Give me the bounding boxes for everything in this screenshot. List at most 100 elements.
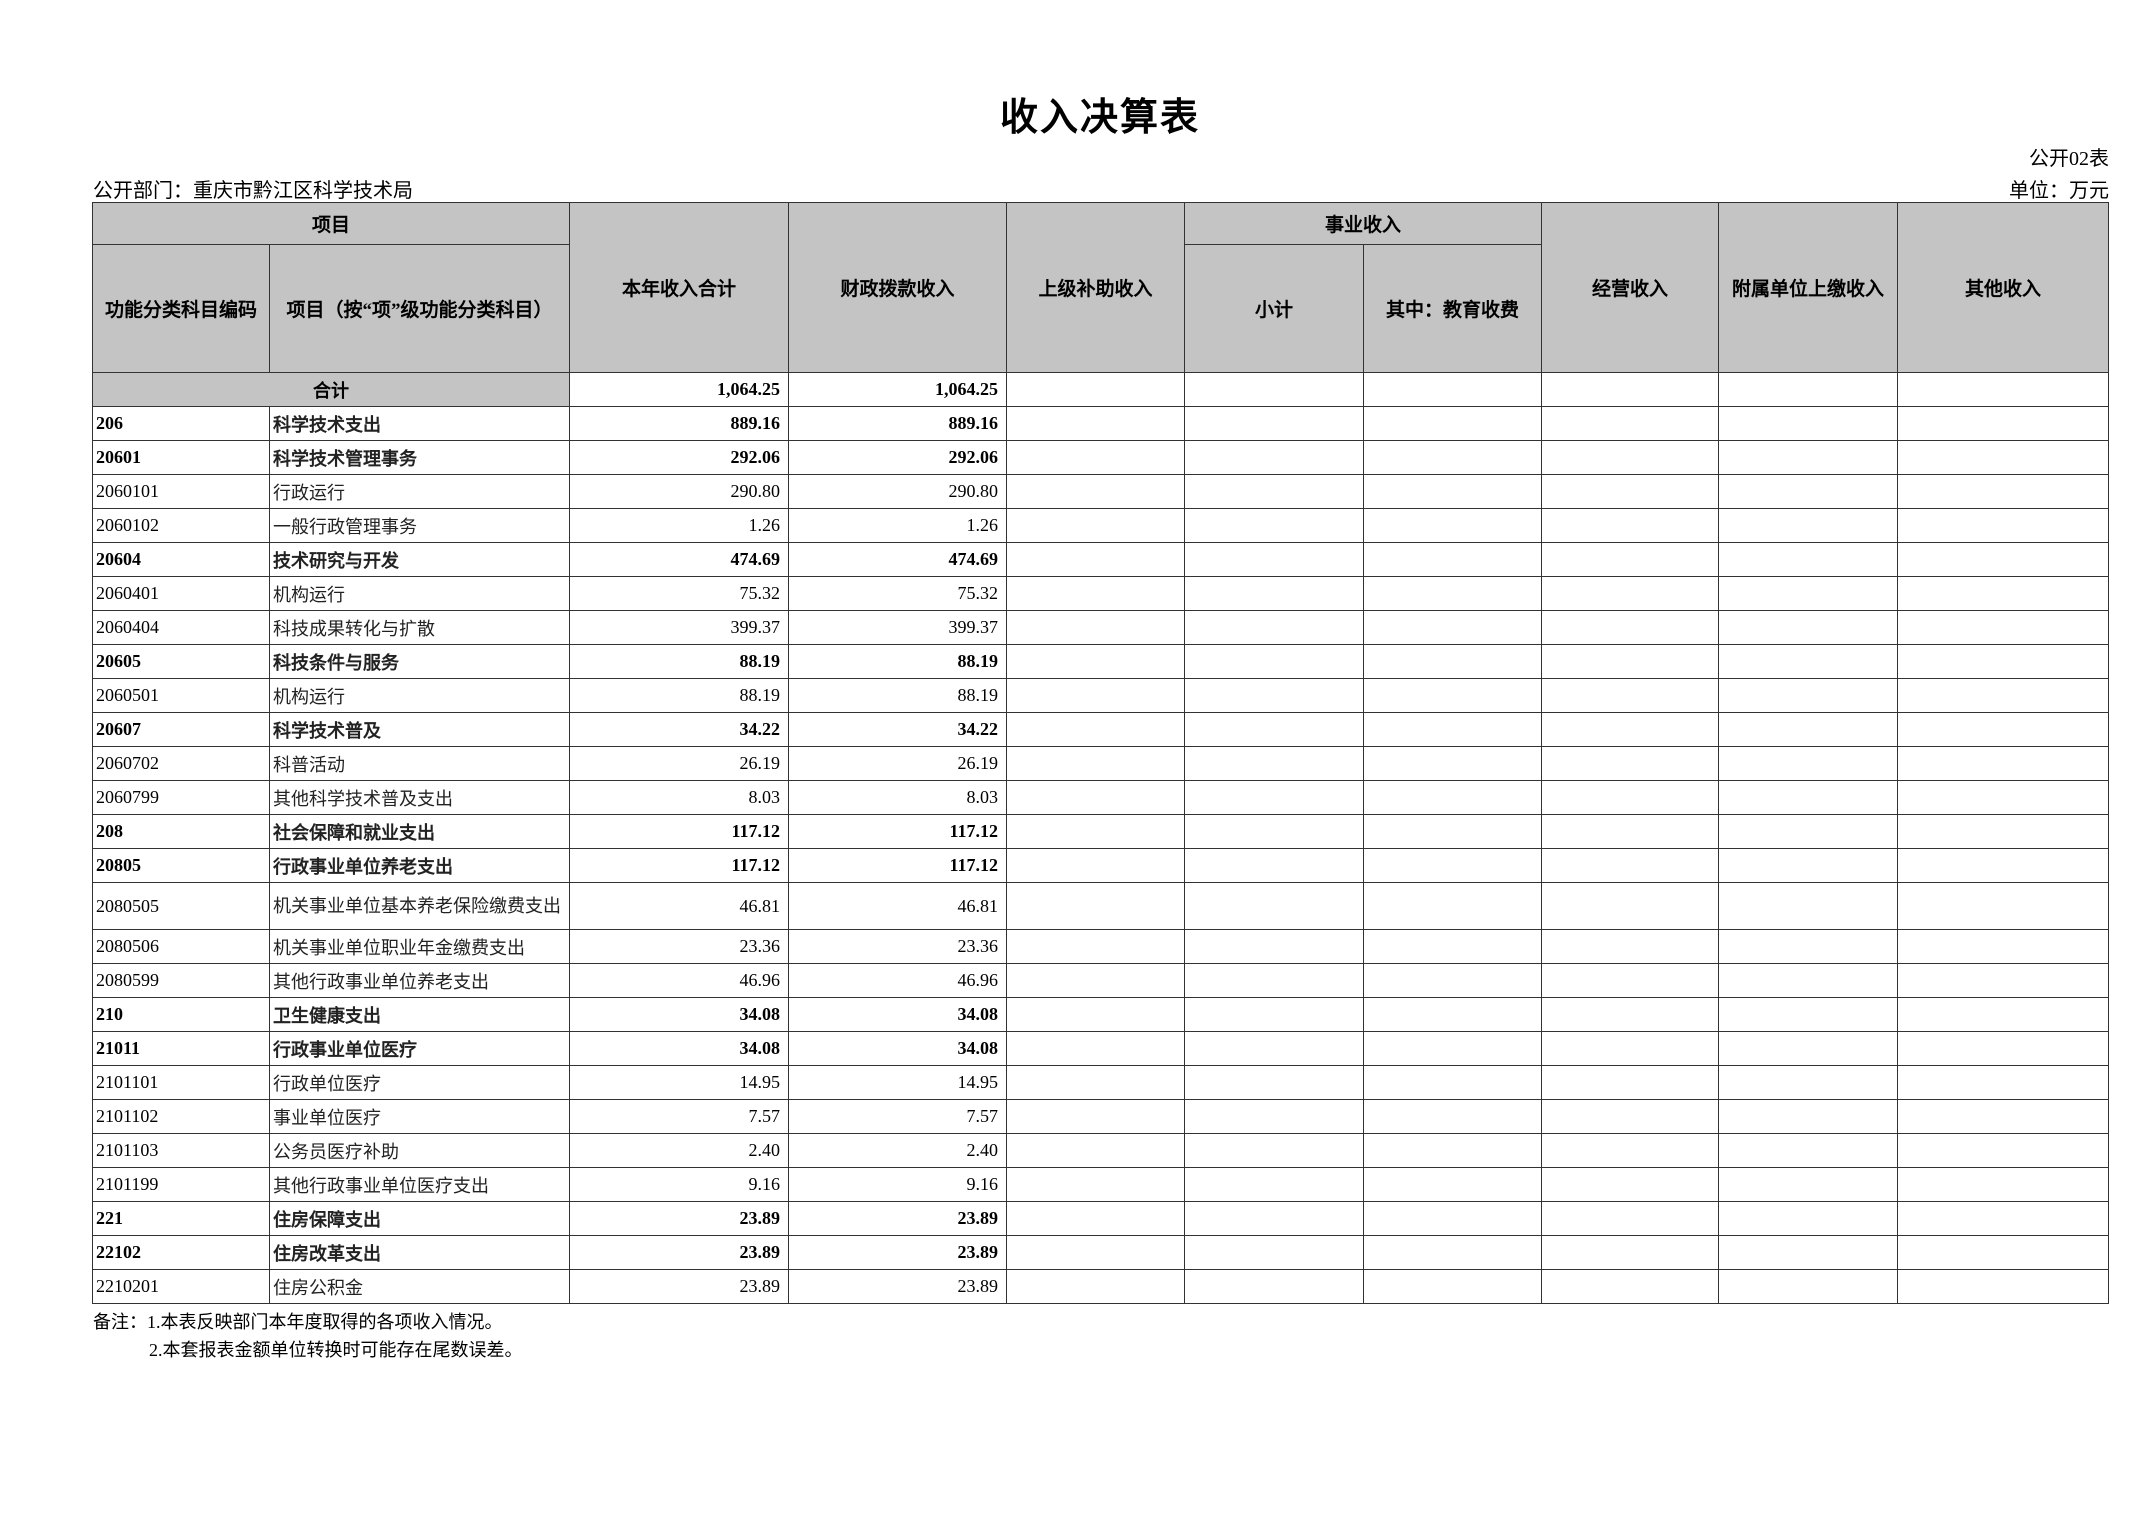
empty-cell xyxy=(1006,644,1186,679)
empty-cell xyxy=(1184,997,1365,1032)
row-total: 8.03 xyxy=(569,780,790,815)
empty-cell xyxy=(1897,1099,2110,1134)
empty-cell xyxy=(1897,508,2110,543)
empty-cell xyxy=(1897,963,2110,998)
table-row: 2101103 公务员医疗补助 2.40 2.40 xyxy=(92,1133,2110,1168)
empty-cell xyxy=(1184,1031,1365,1066)
row-fiscal: 34.08 xyxy=(788,997,1008,1032)
empty-cell xyxy=(1006,508,1186,543)
empty-cell xyxy=(1541,474,1720,509)
row-name: 住房保障支出 xyxy=(268,1201,571,1236)
empty-cell xyxy=(1718,644,1899,679)
empty-cell xyxy=(1184,963,1365,998)
row-total: 26.19 xyxy=(569,746,790,781)
total-income: 1,064.25 xyxy=(569,372,790,407)
header-education: 其中：教育收费 xyxy=(1363,244,1543,373)
empty-cell xyxy=(1718,406,1899,441)
empty-cell xyxy=(1541,508,1720,543)
row-name: 行政事业单位医疗 xyxy=(268,1031,571,1066)
row-fiscal: 399.37 xyxy=(788,610,1008,645)
row-fiscal: 292.06 xyxy=(788,440,1008,475)
note-2: 2.本套报表金额单位转换时可能存在尾数误差。 xyxy=(149,1340,523,1360)
total-row: 合计 1,064.25 1,064.25 xyxy=(91,372,2110,407)
row-fiscal: 23.89 xyxy=(788,1269,1008,1304)
table-row: 206 科学技术支出 889.16 889.16 xyxy=(92,406,2110,441)
row-total: 23.36 xyxy=(569,929,790,964)
empty-cell xyxy=(1363,780,1543,815)
row-code: 20604 xyxy=(92,542,270,577)
empty-cell xyxy=(1184,882,1365,930)
row-code: 22102 xyxy=(92,1235,270,1270)
row-name: 其他科学技术普及支出 xyxy=(268,780,571,815)
empty-cell xyxy=(1897,780,2110,815)
empty-cell xyxy=(1363,1031,1543,1066)
row-name: 其他行政事业单位养老支出 xyxy=(268,963,571,998)
row-code: 210 xyxy=(92,997,270,1032)
table-row: 2101199 其他行政事业单位医疗支出 9.16 9.16 xyxy=(92,1167,2110,1202)
row-total: 9.16 xyxy=(569,1167,790,1202)
header-operating: 经营收入 xyxy=(1541,202,1720,373)
empty-cell xyxy=(1897,1201,2110,1236)
empty-cell xyxy=(1718,678,1899,713)
header-affiliated: 附属单位上缴收入 xyxy=(1718,202,1899,373)
row-total: 75.32 xyxy=(569,576,790,611)
table-row: 22102 住房改革支出 23.89 23.89 xyxy=(92,1235,2110,1270)
empty-cell xyxy=(1184,508,1365,543)
empty-cell xyxy=(1718,542,1899,577)
empty-cell xyxy=(1006,406,1186,441)
empty-cell xyxy=(1718,814,1899,849)
empty-cell xyxy=(1184,780,1365,815)
empty-cell xyxy=(1006,1133,1186,1168)
empty-cell xyxy=(1718,1133,1899,1168)
row-fiscal: 474.69 xyxy=(788,542,1008,577)
row-code: 2060401 xyxy=(92,576,270,611)
row-name: 机关事业单位基本养老保险缴费支出 xyxy=(268,882,571,930)
empty-cell xyxy=(1718,780,1899,815)
empty-cell xyxy=(1718,1099,1899,1134)
empty-cell xyxy=(1541,576,1720,611)
row-name: 科学技术普及 xyxy=(268,712,571,747)
empty-cell xyxy=(1363,1201,1543,1236)
table-row: 2101101 行政单位医疗 14.95 14.95 xyxy=(92,1065,2110,1100)
empty-cell xyxy=(1363,678,1543,713)
empty-cell xyxy=(1363,814,1543,849)
empty-cell xyxy=(1363,963,1543,998)
empty-cell xyxy=(1184,1099,1365,1134)
empty-cell xyxy=(1184,406,1365,441)
empty-cell xyxy=(1897,678,2110,713)
empty-cell xyxy=(1363,1235,1543,1270)
header-superior: 上级补助收入 xyxy=(1006,202,1186,373)
table-row: 2060799 其他科学技术普及支出 8.03 8.03 xyxy=(92,780,2110,815)
empty-cell xyxy=(1541,1201,1720,1236)
row-fiscal: 23.89 xyxy=(788,1235,1008,1270)
row-total: 34.22 xyxy=(569,712,790,747)
empty-cell xyxy=(1897,576,2110,611)
empty-cell xyxy=(1541,882,1720,930)
empty-cell xyxy=(1006,1099,1186,1134)
row-name: 公务员医疗补助 xyxy=(268,1133,571,1168)
empty-cell xyxy=(1541,1065,1720,1100)
header-project: 项目 xyxy=(91,202,571,245)
empty-cell xyxy=(1363,610,1543,645)
notes: 备注：1.本表反映部门本年度取得的各项收入情况。 2.本套报表金额单位转换时可能… xyxy=(93,1308,523,1364)
empty-cell xyxy=(1541,678,1720,713)
header-total: 本年收入合计 xyxy=(569,202,790,373)
empty-cell xyxy=(1363,1133,1543,1168)
row-name: 机构运行 xyxy=(268,576,571,611)
table-row: 2080506 机关事业单位职业年金缴费支出 23.36 23.36 xyxy=(92,929,2110,964)
total-fiscal: 1,064.25 xyxy=(788,372,1008,407)
empty-cell xyxy=(1006,440,1186,475)
empty-cell xyxy=(1184,746,1365,781)
empty-cell xyxy=(1718,882,1899,930)
empty-cell xyxy=(1184,678,1365,713)
row-code: 2060702 xyxy=(92,746,270,781)
empty-cell xyxy=(1184,929,1365,964)
empty-cell xyxy=(1897,474,2110,509)
row-name: 住房改革支出 xyxy=(268,1235,571,1270)
empty-cell xyxy=(1897,542,2110,577)
empty-cell xyxy=(1718,1235,1899,1270)
row-name: 行政事业单位养老支出 xyxy=(268,848,571,883)
row-total: 889.16 xyxy=(569,406,790,441)
empty-cell xyxy=(1184,1201,1365,1236)
row-total: 88.19 xyxy=(569,678,790,713)
